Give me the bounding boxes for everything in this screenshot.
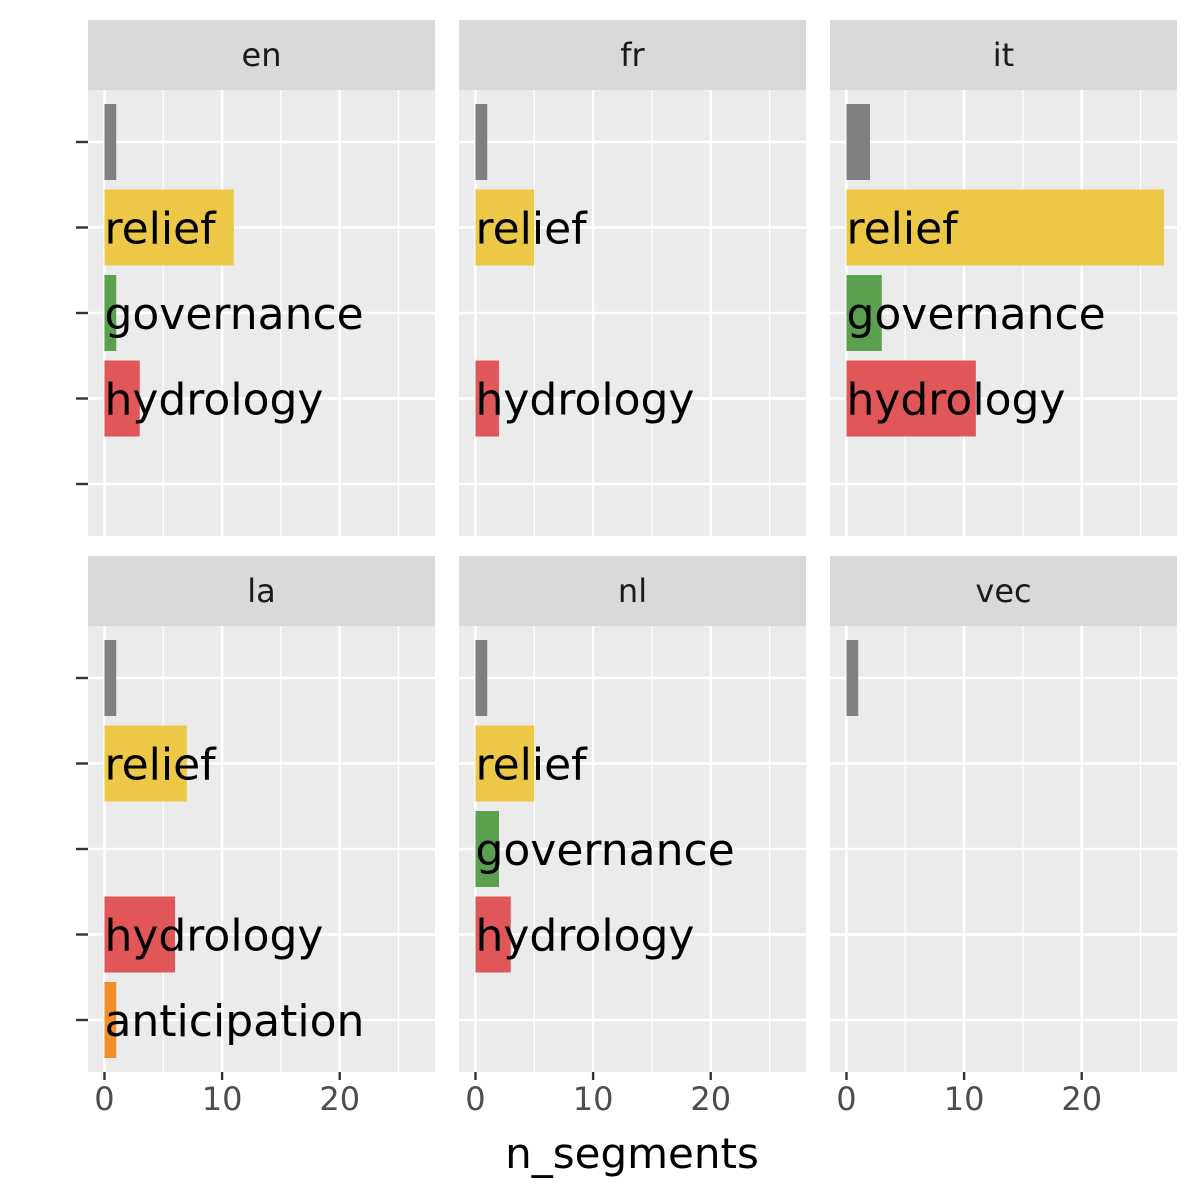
facet-strip xyxy=(830,20,1177,90)
bar xyxy=(104,104,117,180)
x-tick-label: 10 xyxy=(944,1080,985,1118)
facet-strip-label: fr xyxy=(620,36,645,74)
x-tick-label: 20 xyxy=(319,1080,360,1118)
facet-strip xyxy=(830,556,1177,626)
bar xyxy=(475,896,511,973)
facet-strip xyxy=(88,20,435,90)
bar xyxy=(104,982,117,1058)
bar-label: governance xyxy=(104,289,363,340)
bar xyxy=(475,725,535,802)
bar xyxy=(475,640,488,716)
x-tick-label: 10 xyxy=(202,1080,243,1118)
x-tick-label: 20 xyxy=(1061,1080,1102,1118)
facet-panel-vec: vec 0 10 20 xyxy=(830,556,1177,1118)
bar-label: relief xyxy=(104,740,217,791)
bar xyxy=(846,640,859,716)
facet-strip xyxy=(88,556,435,626)
facet-panel-en: en relief governance hydrology xyxy=(76,20,435,536)
bar xyxy=(475,360,499,437)
bar xyxy=(475,104,488,180)
bar xyxy=(104,725,187,802)
bar xyxy=(104,640,117,716)
x-tick-label: 20 xyxy=(690,1080,731,1118)
bar xyxy=(104,275,117,351)
x-tick-label: 0 xyxy=(465,1080,485,1118)
bar xyxy=(104,896,176,973)
facet-strip-label: en xyxy=(242,36,282,74)
bar xyxy=(846,104,870,180)
facet-strip-label: la xyxy=(247,572,276,610)
facet-strip-label: nl xyxy=(618,572,647,610)
facet-strip xyxy=(459,20,806,90)
facet-panels: en relief governance hydrology fr relief hydro… xyxy=(76,20,1177,1118)
bar-label: hydrology xyxy=(475,911,694,962)
facet-strip xyxy=(459,556,806,626)
facet-panel-it: it relief governance hydrology xyxy=(830,20,1177,536)
bar-label: governance xyxy=(846,289,1105,340)
facet-panel-nl: nl relief governance hydrology 0 10 20 xyxy=(459,556,806,1118)
bar xyxy=(846,275,882,351)
x-tick-label: 0 xyxy=(94,1080,114,1118)
bar-label: relief xyxy=(475,204,588,255)
x-axis-title: n_segments xyxy=(505,1129,759,1178)
bar xyxy=(475,189,535,266)
bar xyxy=(104,360,140,437)
facet-panel-la: la relief hydrology anticipation 0 10 20 xyxy=(76,556,435,1118)
bar-label: relief xyxy=(846,204,959,255)
bar xyxy=(104,189,234,266)
bar-label: hydrology xyxy=(475,375,694,426)
bar xyxy=(475,811,499,887)
facet-strip-label: it xyxy=(993,36,1014,74)
x-tick-label: 0 xyxy=(836,1080,856,1118)
bar-label: governance xyxy=(475,825,734,876)
bar-label: hydrology xyxy=(846,375,1065,426)
x-tick-label: 10 xyxy=(573,1080,614,1118)
bar-label: hydrology xyxy=(104,375,323,426)
bar-label: hydrology xyxy=(104,911,323,962)
bar-label: relief xyxy=(475,740,588,791)
bar xyxy=(846,360,976,437)
bar xyxy=(846,189,1165,266)
bar-label: relief xyxy=(104,204,217,255)
facet-panel-fr: fr relief hydrology xyxy=(459,20,806,536)
bar-label: anticipation xyxy=(104,996,364,1047)
facet-strip-label: vec xyxy=(975,572,1031,610)
